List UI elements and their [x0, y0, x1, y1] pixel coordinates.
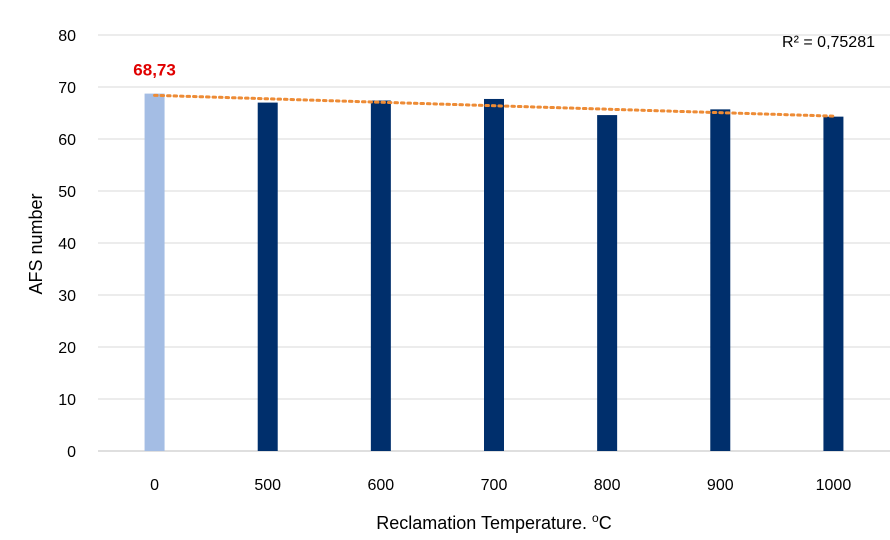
bar-500 [257, 102, 278, 451]
y-tick-label: 80 [58, 28, 76, 45]
bar-900 [710, 109, 731, 452]
r-squared-label: R² = 0,75281 [782, 34, 875, 51]
y-axis-label: AFS number [26, 193, 46, 294]
bar-600 [370, 100, 391, 452]
bar-800 [597, 115, 618, 451]
x-tick-label: 900 [707, 477, 734, 494]
x-tick-labels: 0 500 600 700 800 900 1000 [150, 477, 851, 494]
y-tick-label: 0 [67, 444, 76, 461]
bar-1000 [823, 116, 844, 451]
x-tick-label: 0 [150, 477, 159, 494]
x-axis-label-text: Reclamation Temperature. [376, 513, 592, 533]
data-labels: 68,73 [133, 61, 176, 80]
x-tick-label: 1000 [816, 477, 852, 494]
bar-0 [144, 93, 165, 451]
x-tick-label: 800 [594, 477, 621, 494]
x-axis-label: Reclamation Temperature. oC [376, 511, 611, 533]
y-tick-labels: 0 10 20 30 40 50 60 70 80 [58, 28, 76, 461]
bars [144, 93, 844, 452]
data-label: 68,73 [133, 61, 176, 80]
y-tick-label: 30 [58, 288, 76, 305]
y-tick-label: 10 [58, 392, 76, 409]
x-tick-label: 600 [368, 477, 395, 494]
y-tick-label: 70 [58, 80, 76, 97]
x-axis-label-superscript: o [592, 511, 599, 525]
y-tick-label: 50 [58, 184, 76, 201]
y-tick-label: 40 [58, 236, 76, 253]
y-tick-label: 60 [58, 132, 76, 149]
trendline-group [153, 93, 835, 118]
trendline [153, 93, 835, 118]
y-tick-label: 20 [58, 340, 76, 357]
x-tick-label: 500 [254, 477, 281, 494]
x-axis-label-unit: C [599, 513, 612, 533]
x-tick-label: 700 [481, 477, 508, 494]
bar-700 [484, 98, 504, 452]
